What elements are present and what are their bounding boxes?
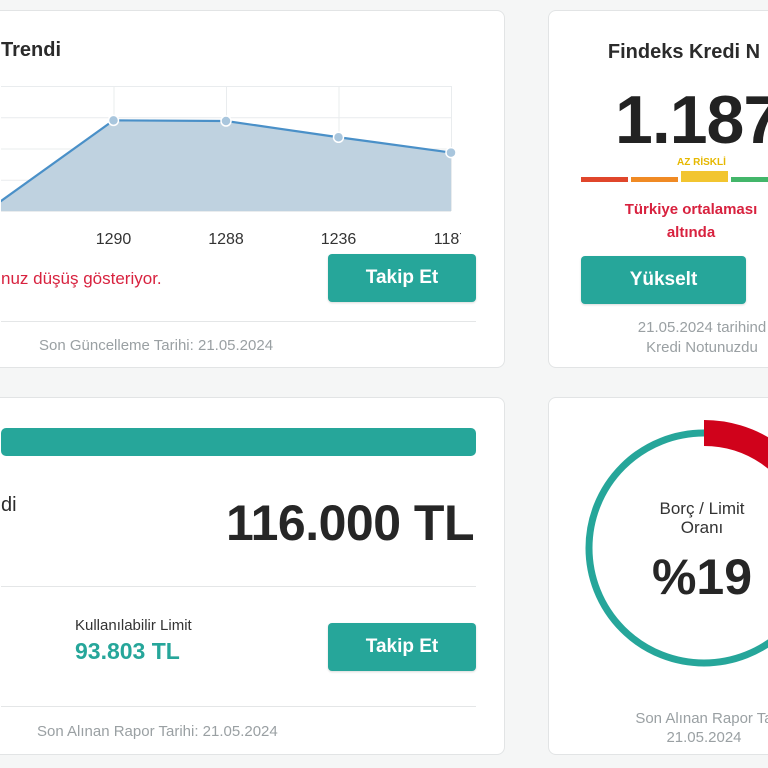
ratio-report-date: Son Alınan Rapor Ta 21.05.2024 bbox=[589, 709, 768, 747]
score-card-title: Findeks Kredi N bbox=[607, 41, 761, 63]
available-limit-value: 93.803 TL bbox=[75, 638, 180, 664]
risk-label: AZ RİSKLİ bbox=[677, 157, 726, 168]
divider bbox=[1, 586, 476, 587]
trend-warning-text: nuz düşüş gösteriyor. bbox=[1, 269, 162, 288]
score-note: 21.05.2024 tarihind Kredi Notunuzdu bbox=[587, 318, 768, 358]
upgrade-button[interactable]: Yükselt bbox=[581, 256, 746, 304]
x-tick-label: 1288 bbox=[208, 231, 244, 248]
trend-follow-button[interactable]: Takip Et bbox=[328, 254, 476, 302]
risk-scale-bar bbox=[581, 171, 768, 182]
divider bbox=[1, 706, 476, 707]
trend-title: Trendi bbox=[1, 39, 62, 61]
trend-point bbox=[107, 114, 120, 127]
score-note-line-2: Kredi Notunuzdu bbox=[646, 339, 758, 356]
findeks-score-card: Findeks Kredi N 1.187 AZ RİSKLİ Türkiye … bbox=[548, 10, 768, 368]
total-limit-value: 116.000 TL bbox=[226, 495, 474, 551]
debt-ratio-ring bbox=[585, 420, 768, 667]
available-limit-label: Kullanılabilir Limit bbox=[75, 617, 192, 634]
x-tick-label: 1187 bbox=[434, 231, 461, 248]
report-date-text: Son Alınan Rapor Tarihi: 21.05.2024 bbox=[37, 723, 278, 740]
ratio-label-line-1: Borç / Limit bbox=[659, 499, 745, 518]
ratio-report-line-1: Son Alınan Rapor Ta bbox=[635, 710, 768, 727]
trend-chart: 1290 1288 1236 1187 bbox=[1, 86, 461, 248]
score-note-line-1: 21.05.2024 tarihind bbox=[637, 319, 767, 336]
credit-score-value: 1.187 bbox=[615, 82, 768, 158]
x-tick-label: 1290 bbox=[96, 231, 132, 248]
last-updated-text: Son Güncelleme Tarihi: 21.05.2024 bbox=[39, 337, 274, 354]
risk-segment bbox=[681, 171, 728, 182]
divider bbox=[1, 321, 476, 322]
country-average-comparison: Türkiye ortalaması altında bbox=[591, 198, 768, 244]
debt-limit-ratio-card: Borç / Limit Oranı %19 Son Alınan Rapor … bbox=[548, 397, 768, 755]
risk-segment bbox=[631, 177, 678, 182]
comparison-line-1: Türkiye ortalaması bbox=[624, 201, 758, 218]
trend-point bbox=[445, 146, 457, 159]
risk-segment bbox=[731, 177, 768, 182]
limit-follow-button[interactable]: Takip Et bbox=[328, 623, 476, 671]
limit-usage-bar bbox=[1, 428, 476, 456]
credit-limit-card: di 116.000 TL Kullanılabilir Limit 93.80… bbox=[0, 397, 505, 755]
score-trend-card: Trendi 1290 1288 1236 1187 nuz düşüş göster… bbox=[0, 10, 505, 368]
total-limit-label: di bbox=[1, 494, 17, 516]
trend-point bbox=[332, 131, 345, 143]
risk-segment bbox=[581, 177, 628, 182]
trend-area bbox=[1, 120, 451, 211]
ratio-value: %19 bbox=[651, 549, 753, 605]
ratio-used-arc bbox=[703, 420, 768, 469]
ratio-label: Borç / Limit Oranı bbox=[627, 499, 768, 537]
x-tick-label: 1236 bbox=[321, 231, 357, 248]
ratio-report-line-2: 21.05.2024 bbox=[666, 729, 742, 746]
comparison-line-2: altında bbox=[666, 224, 716, 241]
trend-point bbox=[220, 115, 232, 127]
ratio-label-line-2: Oranı bbox=[680, 518, 724, 537]
